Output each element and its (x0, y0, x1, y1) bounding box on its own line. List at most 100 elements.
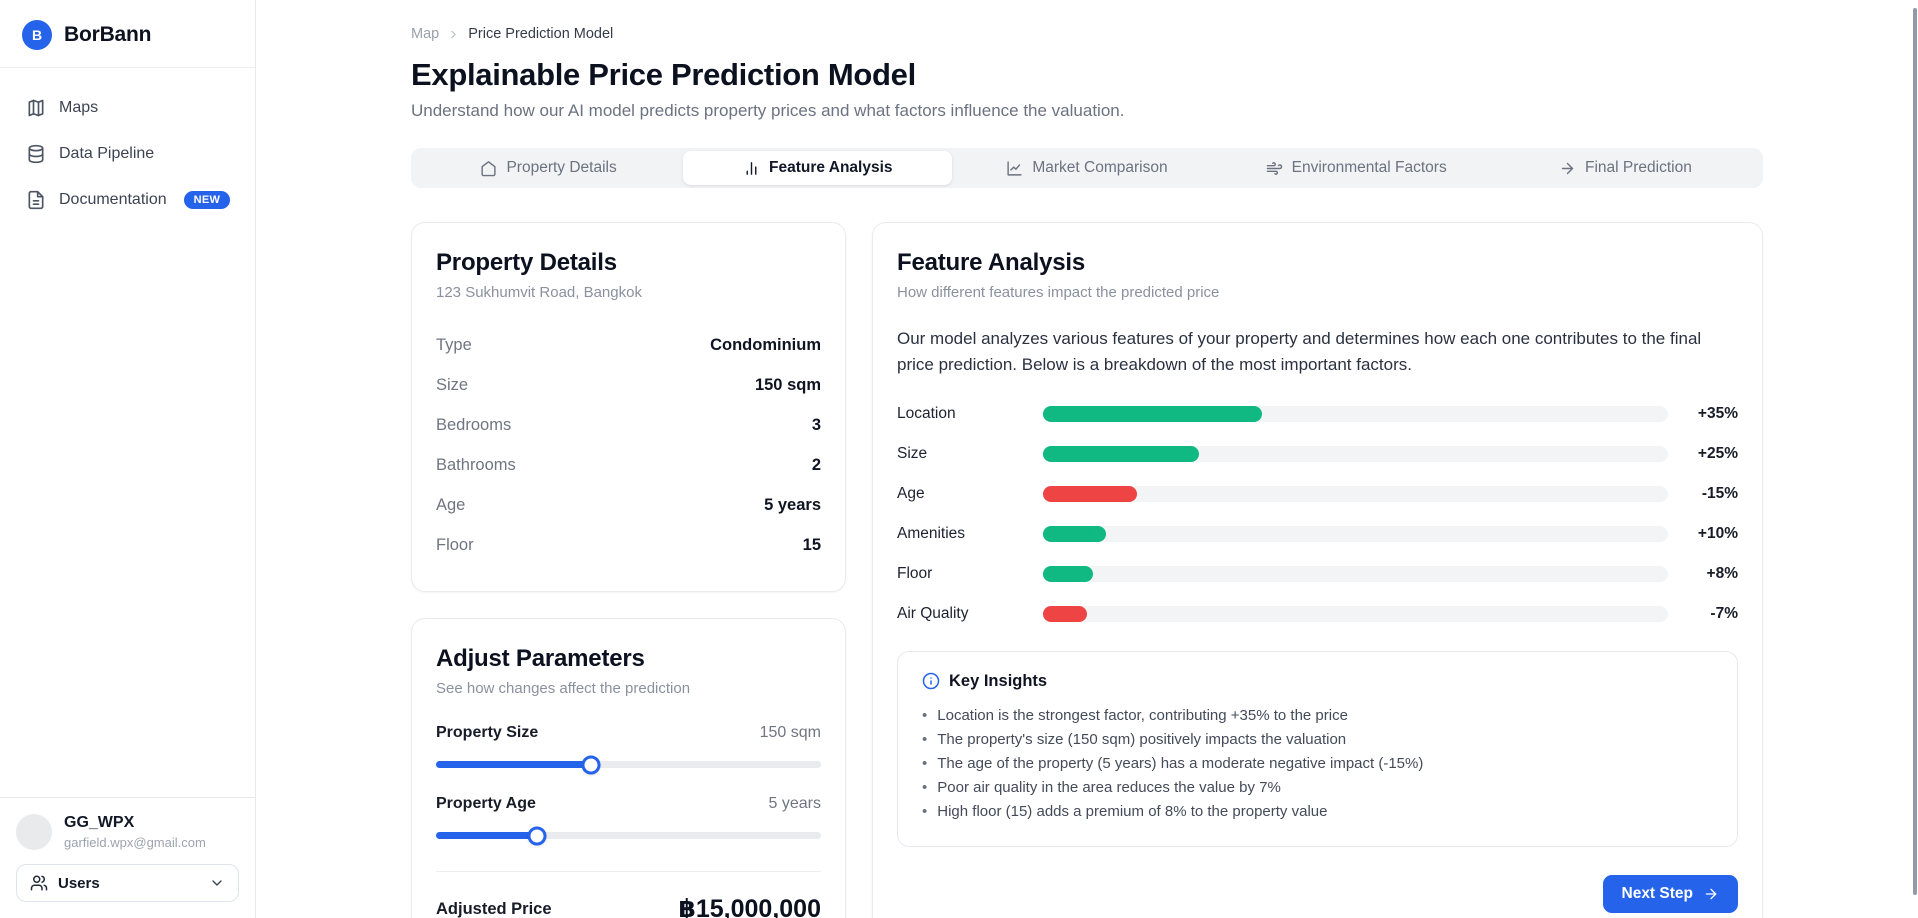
insight-item: • The age of the property (5 years) has a… (922, 752, 1713, 776)
property-age-slider[interactable] (436, 826, 821, 845)
slider-thumb[interactable] (527, 826, 547, 845)
feature-impact-bars: Location +35% Size +25% Age (897, 404, 1738, 622)
sidebar-item-label: Documentation (59, 191, 167, 208)
detail-row-size: Size 150 sqm (436, 365, 821, 405)
sidebar-item-documentation[interactable]: Documentation NEW (14, 182, 241, 218)
property-address: 123 Sukhumvit Road, Bangkok (436, 284, 642, 301)
main-content: Map Price Prediction Model Explainable P… (256, 0, 1918, 918)
sidebar-footer: GG_WPX garfield.wpx@gmail.com Users (0, 797, 255, 918)
card-title: Feature Analysis (897, 249, 1085, 276)
bar-value: -15% (1701, 484, 1738, 502)
bar-track (1043, 605, 1668, 622)
sidebar-item-label: Maps (59, 99, 99, 116)
detail-value: 2 (811, 455, 821, 474)
tab-final-prediction[interactable]: Final Prediction (1491, 151, 1760, 185)
insight-item: • Poor air quality in the area reduces th… (922, 776, 1713, 800)
step-tabs: Property Details Feature Analysis Market… (411, 148, 1763, 188)
bullet: • (922, 778, 928, 796)
user-name: GG_WPX (64, 814, 135, 831)
slider-value: 150 sqm (759, 724, 821, 741)
bar-label: Location (897, 404, 956, 422)
bar-chart-icon (743, 160, 760, 177)
bar-label: Air Quality (897, 604, 969, 622)
tab-environmental-factors[interactable]: Environmental Factors (1222, 151, 1491, 185)
bar-track (1043, 445, 1668, 462)
role-selector-button[interactable]: Users (16, 864, 239, 902)
insight-text: High floor (15) adds a premium of 8% to … (937, 802, 1328, 820)
role-selector-label: Users (58, 874, 100, 892)
card-title: Property Details (436, 249, 617, 276)
tab-market-comparison[interactable]: Market Comparison (952, 151, 1221, 185)
detail-label: Age (436, 495, 466, 514)
tab-label: Feature Analysis (769, 159, 893, 176)
bar-label: Age (897, 484, 925, 502)
detail-label: Type (436, 335, 472, 354)
next-step-label: Next Step (1621, 884, 1694, 902)
feature-bar-air-quality: Air Quality -7% (897, 604, 1738, 622)
sidebar: B BorBann Maps Data Pipeline Document (0, 0, 256, 918)
detail-value: 3 (811, 415, 821, 434)
tab-feature-analysis[interactable]: Feature Analysis (683, 151, 953, 185)
user-profile: GG_WPX garfield.wpx@gmail.com (16, 814, 239, 850)
property-size-slider[interactable] (436, 755, 821, 774)
sidebar-item-label: Data Pipeline (59, 145, 155, 162)
tab-label: Final Prediction (1584, 159, 1692, 176)
card-title: Adjust Parameters (436, 645, 645, 672)
feature-bar-location: Location +35% (897, 404, 1738, 422)
detail-row-floor: Floor 15 (436, 525, 821, 565)
chevron-down-icon (209, 875, 225, 891)
page-subtitle: Understand how our AI model predicts pro… (411, 101, 1125, 120)
wind-icon (1266, 160, 1283, 177)
logo-icon: B (22, 20, 52, 50)
bar-track (1043, 405, 1668, 422)
bar-fill (1043, 525, 1106, 542)
tab-property-details[interactable]: Property Details (414, 151, 683, 185)
slider-label: Property Size (436, 724, 539, 741)
detail-row-type: Type Condominium (436, 325, 821, 365)
adjusted-price-value: ฿15,000,000 (678, 895, 821, 918)
bullet: • (922, 730, 928, 748)
sidebar-item-data-pipeline[interactable]: Data Pipeline (14, 136, 241, 172)
bar-label: Floor (897, 564, 933, 582)
map-icon (26, 98, 46, 118)
detail-label: Bathrooms (436, 455, 516, 474)
insight-text: Location is the strongest factor, contri… (937, 706, 1348, 724)
property-size-slider-group: Property Size 150 sqm (436, 724, 821, 774)
app-logo[interactable]: B BorBann (0, 0, 255, 68)
detail-label: Size (436, 375, 469, 394)
next-step-button[interactable]: Next Step (1602, 874, 1738, 913)
bullet: • (922, 802, 928, 820)
user-email: garfield.wpx@gmail.com (64, 835, 206, 850)
feature-bar-size: Size +25% (897, 444, 1738, 462)
bar-fill (1043, 605, 1087, 622)
bullet: • (922, 754, 928, 772)
detail-label: Floor (436, 535, 474, 554)
detail-row-bathrooms: Bathrooms 2 (436, 445, 821, 485)
bar-value: -7% (1710, 604, 1738, 622)
app-title: BorBann (64, 23, 152, 46)
chevron-right-icon (447, 28, 460, 41)
detail-row-age: Age 5 years (436, 485, 821, 525)
slider-fill (436, 761, 592, 768)
bar-fill (1043, 445, 1200, 462)
insight-text: Poor air quality in the area reduces the… (937, 778, 1281, 796)
vertical-scrollbar[interactable] (1913, 8, 1917, 895)
info-icon (922, 672, 940, 690)
slider-thumb[interactable] (581, 755, 601, 774)
breadcrumb: Map Price Prediction Model (411, 26, 1763, 42)
line-chart-icon (1006, 160, 1023, 177)
card-subtitle: See how changes affect the prediction (436, 680, 691, 697)
bar-label: Amenities (897, 524, 966, 542)
arrow-right-icon (1559, 160, 1576, 177)
adjust-parameters-card: Adjust Parameters See how changes affect… (411, 618, 846, 918)
page-title: Explainable Price Prediction Model (411, 57, 916, 92)
users-icon (30, 874, 48, 892)
insight-item: • The property's size (150 sqm) positivel… (922, 728, 1713, 752)
slider-value: 5 years (768, 795, 821, 812)
bar-fill (1043, 565, 1093, 582)
sidebar-item-maps[interactable]: Maps (14, 90, 241, 126)
bar-label: Size (897, 444, 928, 462)
feature-analysis-description: Our model analyzes various features of y… (897, 329, 1702, 375)
breadcrumb-map-link[interactable]: Map (411, 26, 440, 42)
